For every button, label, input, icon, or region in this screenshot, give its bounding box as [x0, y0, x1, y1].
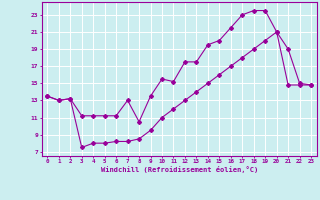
X-axis label: Windchill (Refroidissement éolien,°C): Windchill (Refroidissement éolien,°C) — [100, 166, 258, 173]
